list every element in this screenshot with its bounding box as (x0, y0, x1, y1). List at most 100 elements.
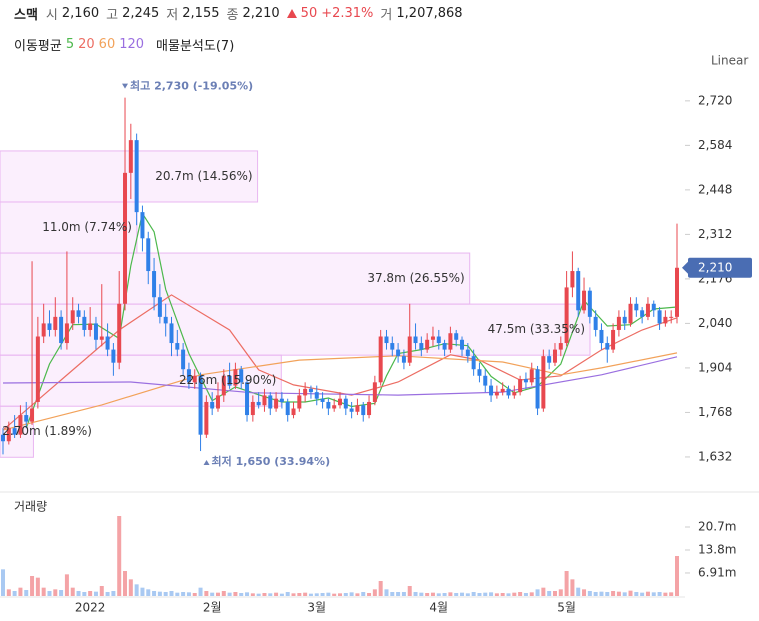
candle-body (326, 401, 331, 409)
candle-body (645, 303, 650, 317)
volume-bar (24, 590, 29, 596)
volume-bar (512, 592, 517, 596)
volume-bar (529, 592, 534, 596)
candle-body (297, 395, 302, 409)
candle-body (541, 356, 546, 409)
candle-body (111, 349, 116, 363)
volume-bar (378, 581, 383, 596)
volume-bar (384, 589, 389, 596)
volume-bar (146, 589, 151, 596)
volume-profile-band (0, 303, 591, 356)
candle-body (413, 336, 418, 344)
candle-body (314, 392, 319, 399)
candle-body (262, 395, 267, 406)
volume-bar (640, 592, 645, 596)
candle-body (552, 349, 557, 363)
ma-legend: 120 (119, 37, 145, 52)
x-tick-label: 5월 (557, 601, 576, 615)
y-tick-label: 1,632 (698, 449, 732, 463)
candle-body (210, 401, 215, 409)
candle-body (175, 343, 180, 350)
volume-bar (494, 593, 499, 596)
volume-bar (117, 516, 122, 596)
candle-body (599, 329, 604, 344)
volume-profile-label: 11.0m (7.74%) (42, 220, 132, 234)
volume-profile-label: 22.6m (15.90%) (179, 373, 276, 387)
volume-bar (570, 579, 575, 596)
volume-bar (111, 591, 116, 596)
candle-body (163, 316, 168, 324)
ma-title[interactable]: 이동평균 (14, 39, 62, 54)
high-marker (122, 83, 129, 89)
volume-bar (12, 591, 17, 596)
volume-bar (1, 569, 5, 596)
y-tick-label: 2,448 (698, 182, 732, 196)
volume-bar (605, 592, 610, 596)
volume-bar (204, 591, 209, 596)
volume-bar (285, 592, 290, 596)
candle-body (378, 336, 383, 383)
candle-body (30, 408, 35, 422)
volume-bar (442, 593, 447, 596)
candle-body (611, 329, 616, 350)
candle-body (529, 369, 534, 383)
volume-bar (564, 571, 569, 596)
volume-tick-label: 13.8m (698, 543, 736, 557)
y-tick-label: 2,720 (698, 93, 732, 107)
candle-body (663, 316, 668, 324)
volume-profile-label: 37.8m (26.55%) (367, 271, 464, 285)
volume-bar (291, 593, 296, 596)
candle-body (215, 395, 220, 409)
volume-bar (47, 591, 52, 596)
candle-body (128, 140, 133, 173)
candle-body (558, 343, 563, 350)
volume-bar (157, 591, 162, 596)
candle-body (41, 323, 46, 337)
candle-body (279, 398, 284, 402)
volume-bar (355, 593, 360, 596)
volume-bar (181, 592, 186, 596)
x-tick-label: 2022 (75, 601, 106, 615)
candle-body (268, 395, 273, 409)
volume-bar (332, 593, 337, 596)
volume-bar (599, 591, 604, 596)
candle-body (24, 415, 29, 422)
volume-bar (175, 592, 180, 596)
candle-body (675, 267, 679, 317)
candle-body (343, 398, 348, 409)
candle-body (181, 349, 186, 370)
volume-bar (314, 593, 319, 596)
volume-bar (308, 593, 313, 596)
quote-value: 2,210 (242, 6, 280, 21)
volume-bar (99, 586, 104, 596)
quote-value: 2,155 (182, 6, 220, 21)
candle-body (53, 316, 58, 330)
y-tick-label: 1,904 (698, 360, 732, 374)
quote-value: 2,245 (122, 6, 160, 21)
y-tick-label: 2,584 (698, 138, 732, 152)
indicator-legend: 이동평균 5 20 60 120 매물분석도(7) (14, 35, 234, 54)
volume-bar (407, 586, 412, 596)
volume-bar (593, 592, 598, 596)
volume-bar (500, 593, 505, 596)
candle-body (105, 336, 110, 350)
volume-bar (105, 592, 110, 596)
volume-bar (343, 593, 348, 596)
volume-bar (465, 593, 470, 596)
candle-body (471, 356, 476, 370)
candle-body (407, 336, 412, 363)
candle-body (291, 408, 296, 416)
candle-body (245, 382, 250, 416)
candle-body (436, 336, 441, 344)
candle-body (535, 369, 540, 409)
volume-bar (622, 592, 627, 596)
candle-body (576, 271, 581, 311)
volume-bar (587, 591, 592, 596)
scale-mode: Linear (711, 54, 748, 68)
candle-body (338, 398, 342, 406)
x-tick-label: 3월 (307, 601, 326, 615)
candle-body (134, 140, 139, 213)
volume-bar (140, 587, 145, 596)
candle-body (454, 333, 459, 340)
volume-profile-label: 47.5m (33.35%) (488, 322, 585, 336)
